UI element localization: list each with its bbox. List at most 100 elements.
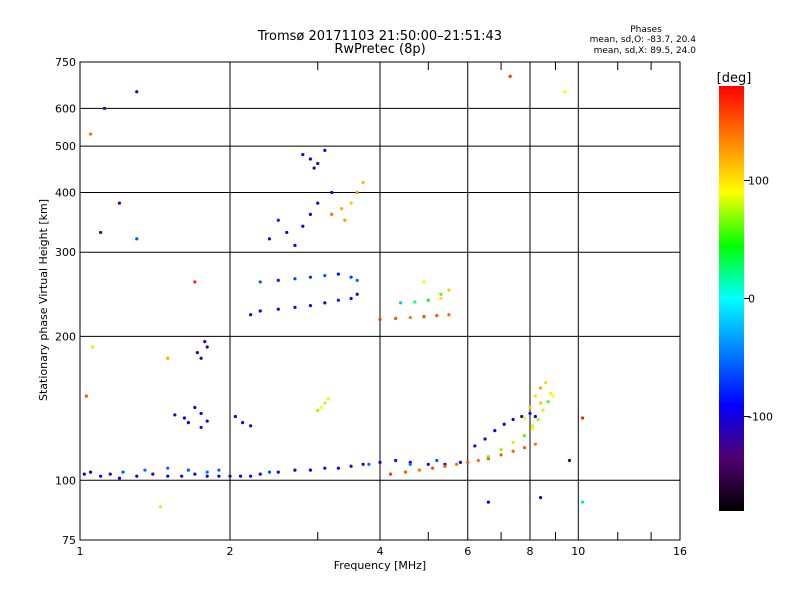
data-point [91,345,95,349]
data-point [308,157,313,161]
data-point [249,474,253,478]
x-tick-label: 16 [673,545,687,558]
data-point [538,386,543,390]
data-point [528,405,532,410]
data-point [193,405,197,410]
x-tick-label: 8 [527,545,534,558]
colorbar-tick-label: 0 [748,293,755,306]
data-point [323,148,327,152]
y-tick-label: 600 [55,102,76,115]
axis-ticks: 1 2 4 6 8 10 16 75 100 200 300 400 500 600 750 [55,56,687,558]
data-point [285,230,289,235]
data-point [182,416,186,420]
data-point [186,421,190,425]
x-tick-label: 2 [227,545,234,558]
colorbar-tick-label: 100 [748,174,769,187]
data-point [258,309,262,313]
data-point [82,472,86,476]
data-point [426,298,430,302]
data-point [447,288,451,292]
data-point [217,474,221,478]
x-tick-label: 4 [377,545,384,558]
data-point [533,442,537,446]
data-point [466,460,470,464]
data-point [312,166,316,170]
data-point [233,414,237,419]
data-point [388,472,393,476]
data-point [531,427,535,431]
data-point [203,340,207,344]
data-point [258,472,262,476]
y-tick-label: 75 [62,534,76,547]
data-point [355,190,359,195]
data-point [323,401,327,405]
data-point [336,466,340,470]
data-point [508,74,512,78]
data-point [361,180,365,184]
y-tick-label: 400 [55,186,76,199]
data-point [349,275,353,279]
data-point [455,462,459,466]
data-point [301,153,305,157]
data-point [117,476,122,480]
data-point [580,416,585,420]
data-point [546,400,550,404]
data-point [502,422,506,426]
data-point [158,505,163,509]
data-point [486,500,490,504]
data-point [408,315,412,320]
data-point [349,464,353,468]
colorbar-tick-label: -100 [748,411,773,424]
colorbar-ticks: 100 0 -100 [744,174,773,424]
data-point [533,414,537,419]
data-point [511,440,515,445]
data-point [193,472,197,476]
data-point [355,292,359,296]
data-point [180,474,184,478]
data-point [293,468,297,472]
x-tick-label: 10 [571,545,585,558]
data-point [378,460,382,464]
y-tick-label: 100 [55,474,76,487]
data-point [217,468,221,472]
data-point [135,474,139,478]
data-point [476,458,480,463]
data-point [323,466,327,470]
data-point [319,405,323,410]
data-point [580,500,585,504]
data-point [544,381,548,385]
data-point [88,132,93,136]
data-point [330,190,334,195]
data-point [522,434,527,438]
data-point [394,316,398,321]
data-point [195,350,199,355]
data-point [143,468,147,472]
data-point [301,224,305,228]
grid-lines [80,62,680,540]
data-point [293,277,297,281]
data-point [435,458,439,463]
data-point [205,419,209,423]
data-point [102,106,107,110]
data-point [267,237,272,241]
data-point [293,305,297,309]
data-point [84,394,88,398]
data-point [316,161,320,166]
x-axis-label: Frequency [MHz] [334,559,426,572]
data-point [536,417,540,422]
data-point [323,274,327,278]
data-point [551,394,555,398]
data-point [447,313,451,317]
data-point [186,468,190,472]
y-tick-label: 200 [55,330,76,343]
legend-line-x: mean, sd,X: 89.5, 24.0 [594,46,697,56]
data-point [249,424,253,428]
x-tick-label: 1 [77,545,84,558]
data-point [439,296,443,301]
data-point [422,315,426,319]
data-point [135,90,139,94]
x-tick-label: 6 [464,545,471,558]
data-point [88,470,93,474]
data-point [336,272,340,276]
data-point [193,280,197,284]
